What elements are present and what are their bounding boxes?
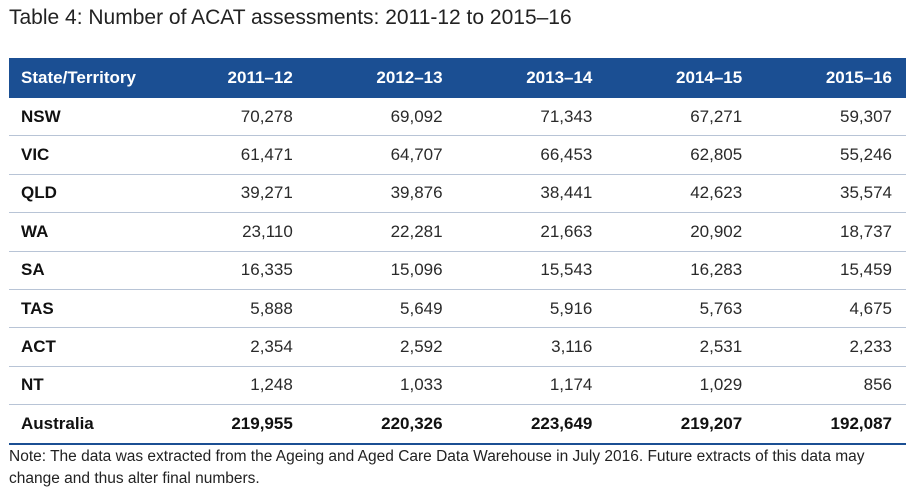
table-cell: 38,441	[456, 174, 607, 214]
table-row: ACT 2,354 2,592 3,116 2,531 2,233	[9, 327, 906, 367]
table-cell: 15,543	[456, 251, 607, 290]
table-row: NT 1,248 1,033 1,174 1,029 856	[9, 366, 906, 406]
table-cell: 16,283	[606, 251, 757, 290]
table-cell: 69,092	[306, 98, 457, 137]
table-cell: 18,737	[756, 212, 906, 252]
table-cell: 21,663	[456, 212, 607, 252]
table-cell: 20,902	[606, 212, 757, 252]
table-cell: 55,246	[756, 135, 906, 175]
row-label: TAS	[9, 289, 157, 329]
table-cell: 64,707	[306, 135, 457, 175]
table-body: NSW 70,278 69,092 71,343 67,271 59,307 VIC 61,4…	[9, 98, 906, 445]
table-cell: 62,805	[606, 135, 757, 175]
acat-assessments-table: State/Territory 2011–12 2012–13 2013–14 2014…	[9, 58, 906, 445]
table-cell: 23,110	[157, 212, 307, 252]
table-cell: 4,675	[756, 289, 906, 329]
table-cell: 1,248	[157, 366, 307, 406]
table-row: WA 23,110 22,281 21,663 20,902 18,737	[9, 212, 906, 252]
table-cell: 220,326	[306, 404, 457, 445]
row-label: VIC	[9, 135, 157, 175]
table-cell: 67,271	[606, 98, 757, 137]
table-row: TAS 5,888 5,649 5,916 5,763 4,675	[9, 289, 906, 329]
table-cell: 223,649	[456, 404, 607, 445]
table-cell: 1,029	[606, 366, 757, 406]
column-header-year: 2013–14	[456, 58, 607, 98]
table-cell: 61,471	[157, 135, 307, 175]
table-cell: 856	[756, 366, 906, 406]
table-cell: 5,649	[306, 289, 457, 329]
table-cell: 66,453	[456, 135, 607, 175]
total-row: Australia 219,955 220,326 223,649 219,207 192…	[9, 404, 906, 445]
table-row: SA 16,335 15,096 15,543 16,283 15,459	[9, 251, 906, 290]
table-cell: 2,592	[306, 327, 457, 367]
table-title: Table 4: Number of ACAT assessments: 201…	[9, 6, 572, 29]
row-label: SA	[9, 251, 157, 290]
table-cell: 59,307	[756, 98, 906, 137]
table-cell: 71,343	[456, 98, 607, 137]
column-header-year: 2011–12	[157, 58, 307, 98]
row-label: ACT	[9, 327, 157, 367]
table-row: NSW 70,278 69,092 71,343 67,271 59,307	[9, 98, 906, 137]
column-header-state-territory: State/Territory	[9, 58, 157, 98]
table-note: Note: The data was extracted from the Ag…	[9, 448, 865, 487]
table-cell: 2,531	[606, 327, 757, 367]
table-cell: 35,574	[756, 174, 906, 214]
table-cell: 39,876	[306, 174, 457, 214]
column-header-year: 2012–13	[306, 58, 457, 98]
table-cell: 15,096	[306, 251, 457, 290]
table-cell: 5,763	[606, 289, 757, 329]
table-header: State/Territory 2011–12 2012–13 2013–14 2014…	[9, 58, 906, 98]
table-cell: 5,888	[157, 289, 307, 329]
table-cell: 22,281	[306, 212, 457, 252]
table-cell: 2,233	[756, 327, 906, 367]
column-header-year: 2015–16	[756, 58, 906, 98]
table-cell: 15,459	[756, 251, 906, 290]
table-cell: 219,207	[606, 404, 757, 445]
table-cell: 42,623	[606, 174, 757, 214]
row-label: NSW	[9, 98, 157, 137]
table-cell: 1,033	[306, 366, 457, 406]
table-cell: 39,271	[157, 174, 307, 214]
table-cell: 1,174	[456, 366, 607, 406]
table-cell: 192,087	[756, 404, 906, 445]
row-label: NT	[9, 366, 157, 406]
table-cell: 2,354	[157, 327, 307, 367]
row-label: Australia	[9, 404, 157, 445]
table-row: VIC 61,471 64,707 66,453 62,805 55,246	[9, 135, 906, 175]
table-row: QLD 39,271 39,876 38,441 42,623 35,574	[9, 174, 906, 214]
row-label: WA	[9, 212, 157, 252]
header-row: State/Territory 2011–12 2012–13 2013–14 2014…	[9, 58, 906, 98]
table-cell: 3,116	[456, 327, 607, 367]
table-cell: 70,278	[157, 98, 307, 137]
column-header-year: 2014–15	[606, 58, 757, 98]
table-cell: 219,955	[157, 404, 307, 445]
row-label: QLD	[9, 174, 157, 214]
table-cell: 5,916	[456, 289, 607, 329]
acat-table-container: State/Territory 2011–12 2012–13 2013–14 2014…	[9, 58, 906, 445]
table-cell: 16,335	[157, 251, 307, 290]
